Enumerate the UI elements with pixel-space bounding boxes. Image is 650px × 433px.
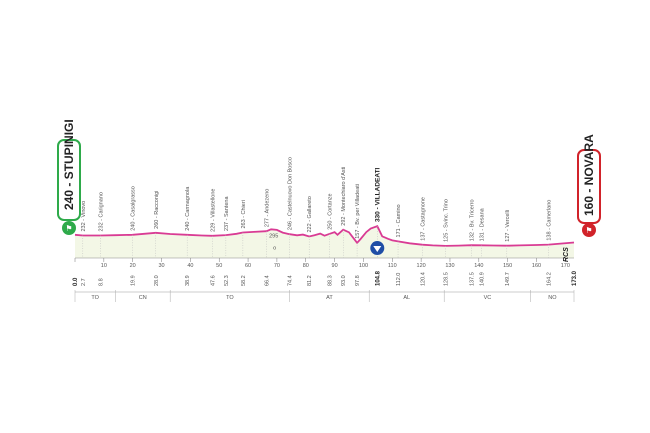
waypoint-label: 330 - VILLADEATI [374,167,381,222]
waypoint-label: 292 - Montechiaro d'Asti [341,167,347,226]
province-label: AL [403,295,410,301]
km-label: 81.2 [307,275,313,286]
km-label: 58.2 [241,275,247,286]
waypoint-label: 240 - Casalgrasso [130,186,136,231]
province-label: NO [548,295,557,301]
altitude-marker: 295 [269,233,278,239]
km-label: 38.9 [185,275,191,286]
x-tick-label: 100 [359,263,368,269]
x-tick-label: 120 [417,263,426,269]
waypoint-label: 138 - Camerlano [547,200,553,241]
x-tick-label: 30 [158,263,164,269]
waypoint-label: 277 - Andezeno [265,189,271,228]
km-label: 66.4 [265,275,271,286]
waypoint-group: 232 - Vinovo 232 - Carignano 240 - Casalgr… [81,157,553,258]
waypoint-label: 232 - Vinovo [81,201,87,232]
finish-badge: 160 - NOVARA ⚑ [577,134,601,237]
km-label: 88.3 [328,275,334,286]
x-tick-label: 140 [474,263,483,269]
waypoint-label: 125 - Svinc. Trino [444,199,450,242]
x-tick-label: 40 [187,263,193,269]
km-label: 74.4 [288,275,294,286]
waypoint-label: 127 - Vercelli [505,210,511,242]
waypoint-label: 237 - Santena [224,196,230,231]
km-label: 137.5 [470,272,476,286]
x-tick-label: 80 [303,263,309,269]
km-label: 19.9 [130,275,136,286]
km-label: 173.0 [572,270,578,286]
km-label: 47.6 [210,275,216,286]
km-label: 128.5 [444,272,450,286]
km-label: 112.0 [396,273,402,286]
x-tick-label: 60 [245,263,251,269]
start-label: 240 - STUPINIGI [62,119,76,210]
x-tick-label: 70 [274,263,280,269]
altitude-marker-circle: o [273,245,276,251]
waypoint-label: 222 - Gallareto [307,196,313,232]
km-label: 8.8 [98,278,104,286]
province-label: TO [226,295,234,301]
x-tick-label: 90 [332,263,338,269]
km-label: 97.8 [355,275,361,286]
km-label: 164.2 [547,272,553,286]
start-dot [62,221,76,235]
km-label-group: 0.0 2.7 8.8 19.9 28.0 38.9 47.6 52.3 58.2 66.4 74.… [73,270,578,286]
x-tick-group: 10 20 30 40 50 60 70 80 90 100 110 120 130 140 150 160 1… [74,258,570,269]
start-badge-frame [57,139,81,221]
province-label: CN [139,295,147,301]
x-tick-label: 10 [101,263,107,269]
x-tick-label: 20 [130,263,136,269]
x-tick-label: 130 [445,263,454,269]
km-label: 140.9 [479,272,485,286]
km-label: 104.8 [375,270,381,286]
x-tick-label: 160 [532,263,541,269]
finish-flag-icon: ⚑ [585,226,592,235]
waypoint-label: 260 - Racconigi [154,191,160,229]
km-label: 2.7 [81,278,87,286]
province-label: AT [326,295,333,301]
finish-dot [582,223,596,237]
km-label: 93.0 [341,275,347,286]
waypoint-label: 132 - Bv. Tricerro [470,199,476,241]
waypoint-label: 137 - Castagnone [420,197,426,241]
x-tick-label: 150 [503,263,512,269]
waypoint-label: 263 - Chieri [241,200,247,228]
x-tick-label: 170 [561,263,570,269]
finish-label: 160 - NOVARA [582,134,596,216]
km-label: 0.0 [73,277,79,286]
start-badge: 240 - STUPINIGI ⚑ [57,119,81,235]
km-label: 149.7 [505,272,511,286]
x-tick-label: 50 [216,263,222,269]
profile-area [75,226,574,258]
waypoint-label: 157 - Bv. per Villadeati [355,184,361,239]
province-label: TO [91,295,99,301]
km-label: 52.3 [224,275,230,286]
waypoint-label: 171 - Camino [396,204,402,237]
profile-area-group: 295 o [74,224,575,259]
province-group: TO CN TO AT AL VC NO [74,290,575,302]
km-label: 120.4 [420,272,426,286]
km-label: 28.0 [154,275,160,286]
waypoint-label: 240 - Carmagnola [185,186,191,231]
brand-mark: RCS [563,247,570,262]
waypoint-label: 232 - Carignano [98,192,104,231]
waypoint-label: 246 - Castelnuovo Don Bosco [288,157,294,230]
waypoint-label: 131 - Desana [479,207,485,241]
province-label: VC [484,295,492,301]
gpm-triangle-icon [373,246,382,253]
waypoint-label: 229 - Villastellone [210,189,216,232]
x-tick-label: 110 [388,263,397,269]
flag-icon: ⚑ [65,224,72,233]
waypoint-label: 250 - Cortanze [328,193,334,229]
